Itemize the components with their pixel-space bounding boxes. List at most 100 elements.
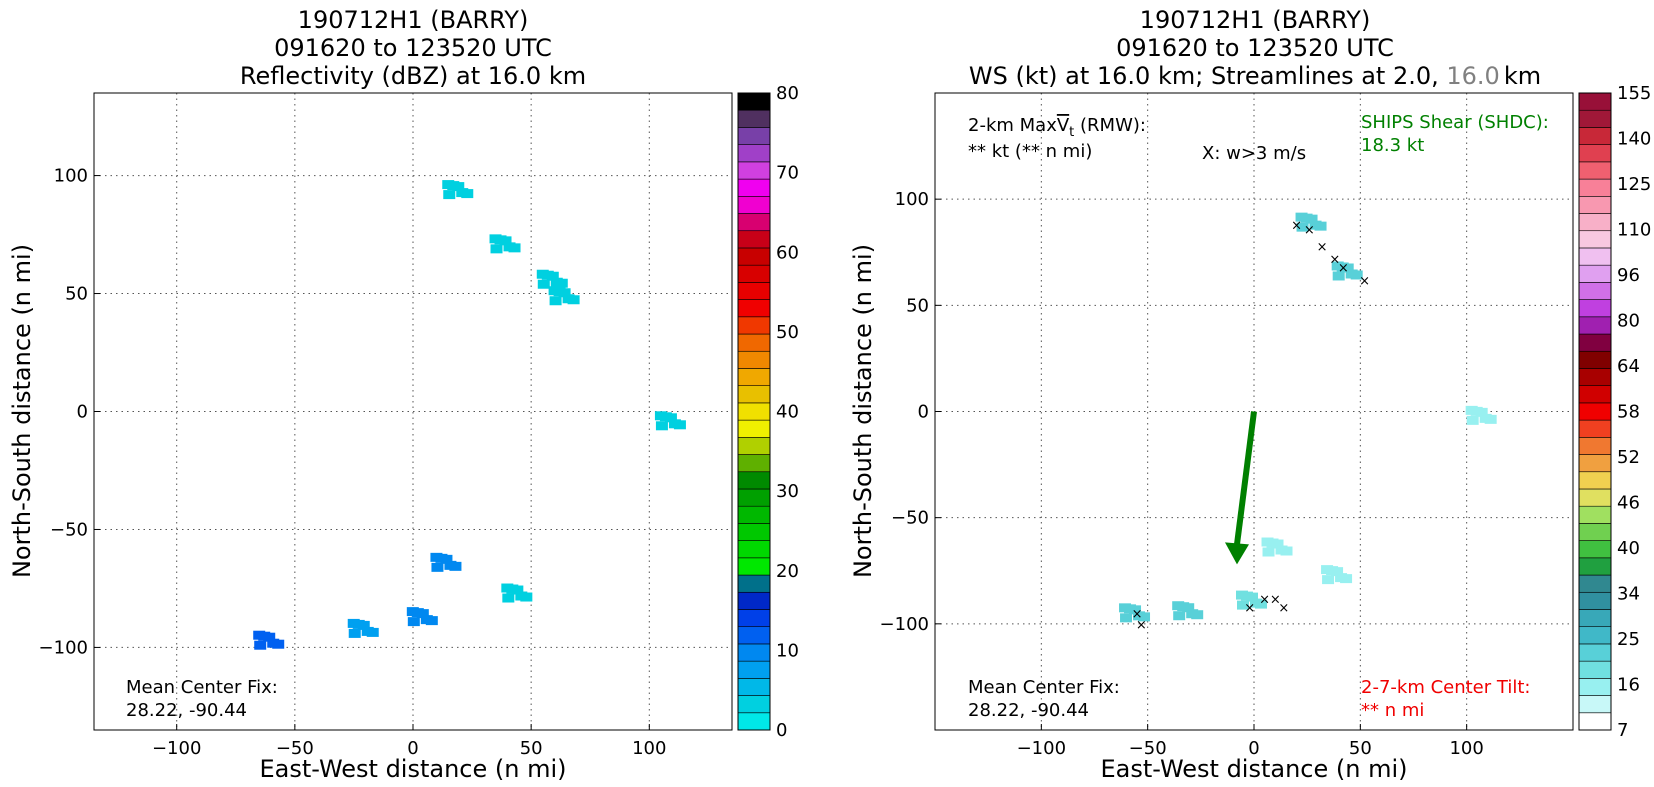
- colorbar-segment: [1578, 626, 1612, 645]
- echo-cell: [254, 640, 267, 650]
- colorbar-segment: [737, 505, 771, 524]
- colorbar-segment: [1578, 609, 1612, 628]
- colorbar-tick-label: 40: [1617, 538, 1640, 559]
- echo-cell: [511, 585, 524, 595]
- colorbar-segment: [737, 92, 771, 111]
- colorbar-tick-label: 25: [1617, 629, 1640, 650]
- w-marker: ×: [1359, 274, 1370, 289]
- title-line-2: 091620 to 123520 UTC: [1116, 34, 1394, 62]
- title: 190712H1 (BARRY) 091620 to 123520 UTC WS…: [969, 6, 1541, 90]
- colorbar-tick-label: 96: [1617, 265, 1640, 286]
- colorbar-segment: [1578, 643, 1612, 662]
- colorbar-tick-label: 0: [776, 720, 787, 741]
- echo-cell: [416, 609, 429, 619]
- x-tick-label: −50: [276, 738, 314, 759]
- y-tick-label: 0: [77, 402, 88, 423]
- wind-speed-panel: 190712H1 (BARRY) 091620 to 123520 UTC WS…: [849, 6, 1651, 783]
- y-tick-label: 50: [65, 284, 88, 305]
- colorbar-segment: [737, 523, 771, 541]
- echo-cell: [461, 189, 474, 199]
- echo-cell: [499, 236, 512, 246]
- title-line-3: Reflectivity (dBZ) at 16.0 km: [240, 62, 586, 90]
- title-line-3-part-1: WS (kt) at 16.0 km; Streamlines at 2.0,: [969, 62, 1447, 90]
- echo-cell: [425, 616, 438, 626]
- x-tick-label: −100: [1017, 738, 1066, 759]
- x-tick-label: 0: [1248, 738, 1259, 759]
- center-fix-value: 28.22, -90.44: [126, 700, 247, 721]
- colorbar-segment: [737, 368, 771, 386]
- echo-cell: [664, 413, 677, 423]
- w-marker: ×: [1132, 607, 1143, 622]
- w-marker: ×: [1329, 253, 1340, 268]
- colorbar-segment: [1578, 712, 1612, 731]
- echo-cell: [1341, 263, 1354, 273]
- colorbar-segment: [737, 161, 771, 180]
- colorbar-tick-label: 155: [1617, 83, 1651, 104]
- colorbar-segment: [1578, 195, 1612, 214]
- echo-cell: [1271, 539, 1284, 549]
- shear-vector-arrow: [1234, 411, 1257, 545]
- colorbar-segment: [737, 264, 771, 283]
- echo-cell: [1340, 574, 1353, 584]
- shear-vector-arrowhead: [1224, 542, 1249, 565]
- echo-cell: [1173, 611, 1186, 621]
- echo-cell: [1332, 271, 1345, 281]
- reflectivity-panel: 190712H1 (BARRY) 091620 to 123520 UTC Re…: [8, 6, 799, 783]
- colorbar-segment: [1578, 488, 1612, 507]
- w-marker: ×: [1304, 223, 1315, 238]
- colorbar-segment: [737, 282, 771, 300]
- echo-cell: [1237, 600, 1249, 610]
- echo-cell: [1350, 270, 1363, 280]
- center-fix-label: Mean Center Fix:: [968, 677, 1120, 698]
- x-tick-label: 0: [407, 738, 418, 759]
- colorbar-segment: [737, 333, 771, 352]
- echo-cell: [1138, 612, 1151, 622]
- y-tick-label: 100: [895, 189, 929, 210]
- colorbar-segment: [1578, 316, 1612, 335]
- max-vt-suffix: (RMW):: [1074, 115, 1146, 136]
- colorbar-segment: [737, 299, 771, 318]
- colorbar-segment: [1578, 471, 1612, 490]
- echo-cell: [555, 278, 568, 288]
- colorbar-segment: [1578, 178, 1612, 197]
- x-tick-label: −50: [1129, 738, 1167, 759]
- colorbar-segment: [737, 712, 771, 731]
- x-tick-label: 50: [1349, 738, 1372, 759]
- echo-cell: [1466, 415, 1479, 425]
- echo-cell: [452, 182, 465, 192]
- echo-cell: [407, 617, 420, 627]
- x-tick-label: −100: [152, 738, 201, 759]
- echo-cell: [1331, 567, 1344, 577]
- colorbar-segment: [1578, 591, 1612, 610]
- w-marker: ×: [1270, 592, 1281, 607]
- colorbar-segment: [737, 643, 771, 662]
- colorbar-segment: [1578, 557, 1612, 576]
- center-tilt-label: 2-7-km Center Tilt:: [1361, 677, 1530, 698]
- colorbar-segment: [737, 402, 771, 421]
- colorbar-frame: [1578, 92, 1612, 731]
- colorbar-segment: [737, 626, 771, 645]
- colorbar-segment: [737, 230, 771, 249]
- colorbar-segment: [1578, 247, 1612, 266]
- echo-cell: [1296, 222, 1309, 232]
- center-fix-label: Mean Center Fix:: [126, 677, 278, 698]
- echo-cell: [520, 592, 533, 602]
- echo-cell: [443, 190, 456, 200]
- colorbar-segment: [737, 247, 771, 266]
- echo-cell: [1322, 575, 1335, 585]
- echo-cell: [1255, 599, 1267, 609]
- colorbar-tick-label: 125: [1617, 174, 1651, 195]
- colorbar-tick-label: 80: [1617, 311, 1640, 332]
- colorbar-tick-label: 40: [776, 402, 799, 423]
- y-tick-label: −100: [39, 637, 88, 658]
- title-line-3-unit: km: [1504, 62, 1541, 90]
- y-tick-label: −50: [50, 519, 88, 540]
- colorbar-tick-label: 60: [776, 242, 799, 263]
- colorbar-segment: [1578, 127, 1612, 145]
- echo-cell: [1475, 407, 1488, 417]
- max-vt-value: ** kt (** n mi): [968, 141, 1092, 162]
- w-marker: ×: [1259, 592, 1270, 607]
- colorbar-segment: [1578, 282, 1612, 300]
- colorbar-segment: [737, 316, 771, 335]
